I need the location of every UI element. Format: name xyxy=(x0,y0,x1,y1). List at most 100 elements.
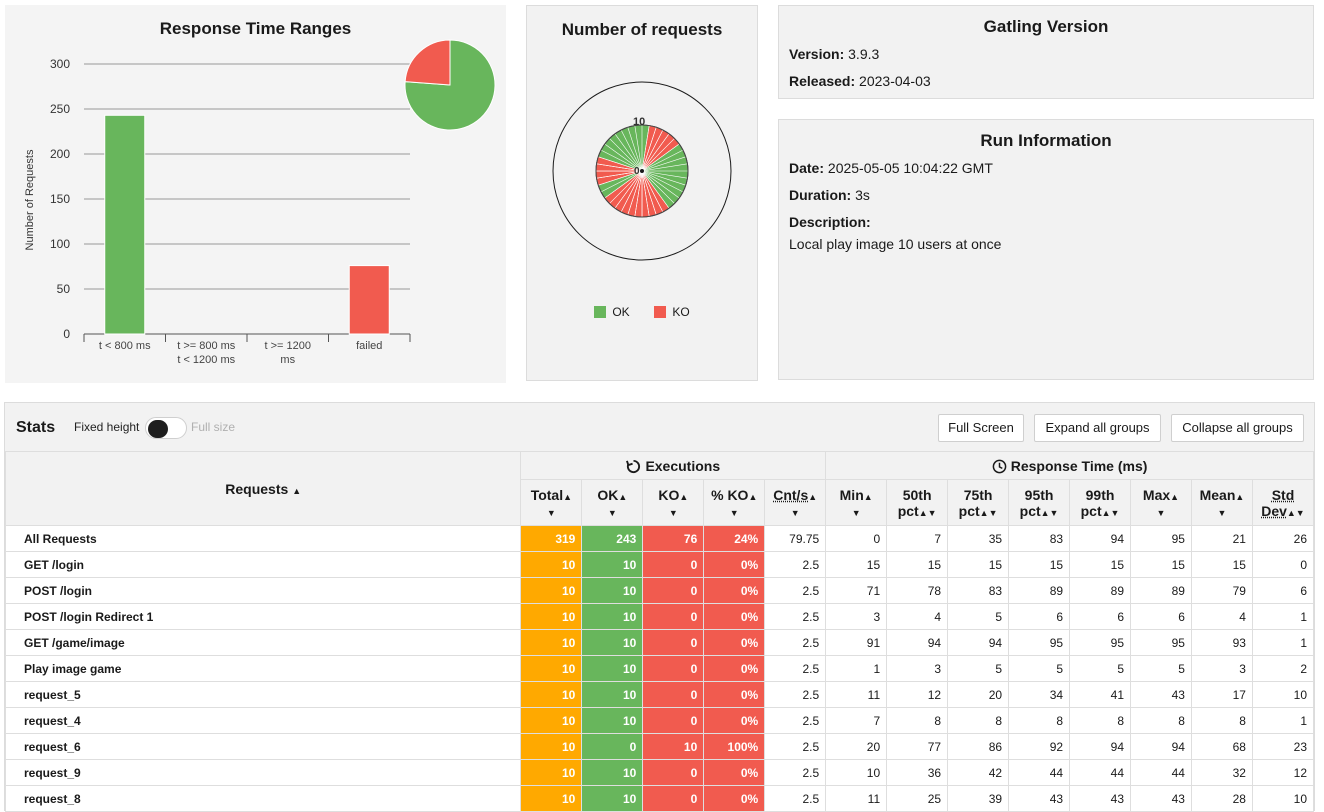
table-row[interactable]: GET /login 10 10 0 0% 2.5 15 15 15 15 15 15 15 0 xyxy=(4,551,1315,578)
size-toggle[interactable] xyxy=(145,417,187,439)
radial-spoke xyxy=(620,170,643,213)
table-row[interactable]: request_4 10 10 0 0% 2.5 7 8 8 8 8 8 8 1 xyxy=(4,707,1315,734)
table-row[interactable]: request_5 10 10 0 0% 2.5 11 12 20 34 41 43 17 10 xyxy=(4,681,1315,708)
min-cell: 11 xyxy=(825,681,888,708)
p75-cell: 94 xyxy=(947,629,1010,656)
pie-ko-slice[interactable] xyxy=(404,39,451,86)
stats-panel: Stats Fixed height Full size Full Screen… xyxy=(4,402,1315,812)
request-name[interactable]: Play image game xyxy=(4,655,522,682)
cnt-s-cell: 2.5 xyxy=(764,733,827,760)
radial-spoke xyxy=(641,129,664,172)
p95-cell: 8 xyxy=(1008,707,1071,734)
full-screen-button[interactable]: Full Screen xyxy=(938,414,1024,442)
max-cell: 94 xyxy=(1130,733,1192,760)
sort-icon: ▲▼ xyxy=(607,491,628,518)
ko-header-label: KO xyxy=(658,486,680,503)
min-cell: 1 xyxy=(825,655,888,682)
total-cell: 10 xyxy=(520,577,583,604)
request-name[interactable]: GET /login xyxy=(4,551,522,578)
ko-legend-label[interactable]: KO xyxy=(672,304,690,319)
ok-column-header[interactable]: OK▲ ▼ xyxy=(581,479,644,526)
max-cell: 43 xyxy=(1130,785,1192,812)
table-row[interactable]: POST /login 10 10 0 0% 2.5 71 78 83 89 89 89 79 6 xyxy=(4,577,1315,604)
std-dev-cell: 2 xyxy=(1251,655,1315,682)
y-tick-label: 100 xyxy=(50,237,70,251)
request-name[interactable]: POST /login Redirect 1 xyxy=(4,603,522,630)
number-of-requests-title: Number of requests xyxy=(561,20,723,39)
table-row[interactable]: request_8 10 10 0 0% 2.5 11 25 39 43 43 43 28 10 xyxy=(4,785,1315,812)
std-dev-cell: 6 xyxy=(1251,577,1315,604)
radial-spoke xyxy=(641,143,680,172)
total-cell: 10 xyxy=(520,707,583,734)
cnt-s-column-header[interactable]: Cnt/s▲ ▼ xyxy=(764,479,827,526)
total-column-header[interactable]: Total▲ ▼ xyxy=(520,479,583,526)
request-name[interactable]: request_8 xyxy=(4,785,522,812)
pct-ko-cell: 0% xyxy=(703,603,766,630)
mean-column-header[interactable]: Mean▲ ▼ xyxy=(1190,479,1253,526)
p99-cell: 41 xyxy=(1069,681,1132,708)
mean-cell: 8 xyxy=(1190,707,1253,734)
total-cell: 10 xyxy=(520,785,583,812)
bar-0[interactable] xyxy=(104,114,146,335)
p95-cell: 15 xyxy=(1008,551,1071,578)
request-name[interactable]: request_5 xyxy=(4,681,522,708)
p50-column-header[interactable]: 50th pct▲▼ xyxy=(886,479,949,526)
cnt-s-cell: 2.5 xyxy=(764,707,827,734)
collapse-all-groups-button[interactable]: Collapse all groups xyxy=(1171,414,1304,442)
ok-legend-label[interactable]: OK xyxy=(612,304,630,319)
sort-icon: ▲▼ xyxy=(1156,491,1180,518)
cnt-s-cell: 2.5 xyxy=(764,629,827,656)
p99-column-header[interactable]: 99th pct▲▼ xyxy=(1069,479,1132,526)
table-row[interactable]: POST /login Redirect 1 10 10 0 0% 2.5 3 4 5 6 6 6 4 1 xyxy=(4,603,1315,630)
radial-spoke xyxy=(614,133,643,172)
min-cell: 10 xyxy=(825,759,888,786)
std-dev-column-header[interactable]: Std Dev▲▼ xyxy=(1251,479,1315,526)
fixed-height-label: Fixed height xyxy=(74,420,140,434)
ok-cell: 243 xyxy=(581,525,644,552)
request-name[interactable]: request_6 xyxy=(4,733,522,760)
gatling-version-title: Gatling Version xyxy=(983,17,1109,36)
p95-cell: 43 xyxy=(1008,785,1071,812)
request-name[interactable]: request_9 xyxy=(4,759,522,786)
ko-cell: 0 xyxy=(642,759,705,786)
pct-ko-cell: 0% xyxy=(703,785,766,812)
table-row[interactable]: request_9 10 10 0 0% 2.5 10 36 42 44 44 44 32 12 xyxy=(4,759,1315,786)
ok-cell: 10 xyxy=(581,655,644,682)
bar-3[interactable] xyxy=(348,265,390,335)
ko-cell: 0 xyxy=(642,551,705,578)
p50-cell: 94 xyxy=(886,629,949,656)
p95-cell: 89 xyxy=(1008,577,1071,604)
max-column-header[interactable]: Max▲ ▼ xyxy=(1130,479,1192,526)
table-row[interactable]: All Requests 319 243 76 24% 79.75 0 7 35 83 94 95 21… xyxy=(4,525,1315,552)
ko-column-header[interactable]: KO▲ ▼ xyxy=(642,479,705,526)
requests-column-header[interactable]: Requests ▲ xyxy=(4,451,522,526)
p75-column-header[interactable]: 75th pct▲▼ xyxy=(947,479,1010,526)
p75-cell: 5 xyxy=(947,655,1010,682)
ok-cell: 10 xyxy=(581,629,644,656)
p50-cell: 25 xyxy=(886,785,949,812)
toggle-knob xyxy=(148,420,168,438)
p95-column-header[interactable]: 95th pct▲▼ xyxy=(1008,479,1071,526)
p99-header-line2: pct xyxy=(1080,502,1102,519)
p95-cell: 83 xyxy=(1008,525,1071,552)
radial-spoke xyxy=(641,127,657,172)
stats-table: Requests ▲ Executions Response Time (ms)… xyxy=(4,451,1315,812)
min-header-label: Min xyxy=(839,486,864,503)
table-row[interactable]: GET /game/image 10 10 0 0% 2.5 91 94 94 95 95 95 93 1 xyxy=(4,629,1315,656)
table-row[interactable]: Play image game 10 10 0 0% 2.5 1 3 5 5 5 5 3 2 xyxy=(4,655,1315,682)
request-name[interactable]: POST /login xyxy=(4,577,522,604)
p99-cell: 94 xyxy=(1069,525,1132,552)
request-name[interactable]: All Requests xyxy=(4,525,522,552)
request-name[interactable]: request_4 xyxy=(4,707,522,734)
std-header-line2: Dev xyxy=(1261,502,1287,519)
sort-icon: ▲▼ xyxy=(1286,507,1305,518)
ko-cell: 0 xyxy=(642,577,705,604)
request-name[interactable]: GET /game/image xyxy=(4,629,522,656)
table-row[interactable]: request_6 10 0 10 100% 2.5 20 77 86 92 94 94 68 23 xyxy=(4,733,1315,760)
date-line: Date: 2025-05-05 10:04:22 GMT xyxy=(789,160,993,176)
p95-cell: 92 xyxy=(1008,733,1071,760)
expand-all-groups-button[interactable]: Expand all groups xyxy=(1034,414,1161,442)
pct-ko-column-header[interactable]: % KO▲ ▼ xyxy=(703,479,766,526)
min-column-header[interactable]: Min▲ ▼ xyxy=(825,479,888,526)
ok-cell: 10 xyxy=(581,603,644,630)
